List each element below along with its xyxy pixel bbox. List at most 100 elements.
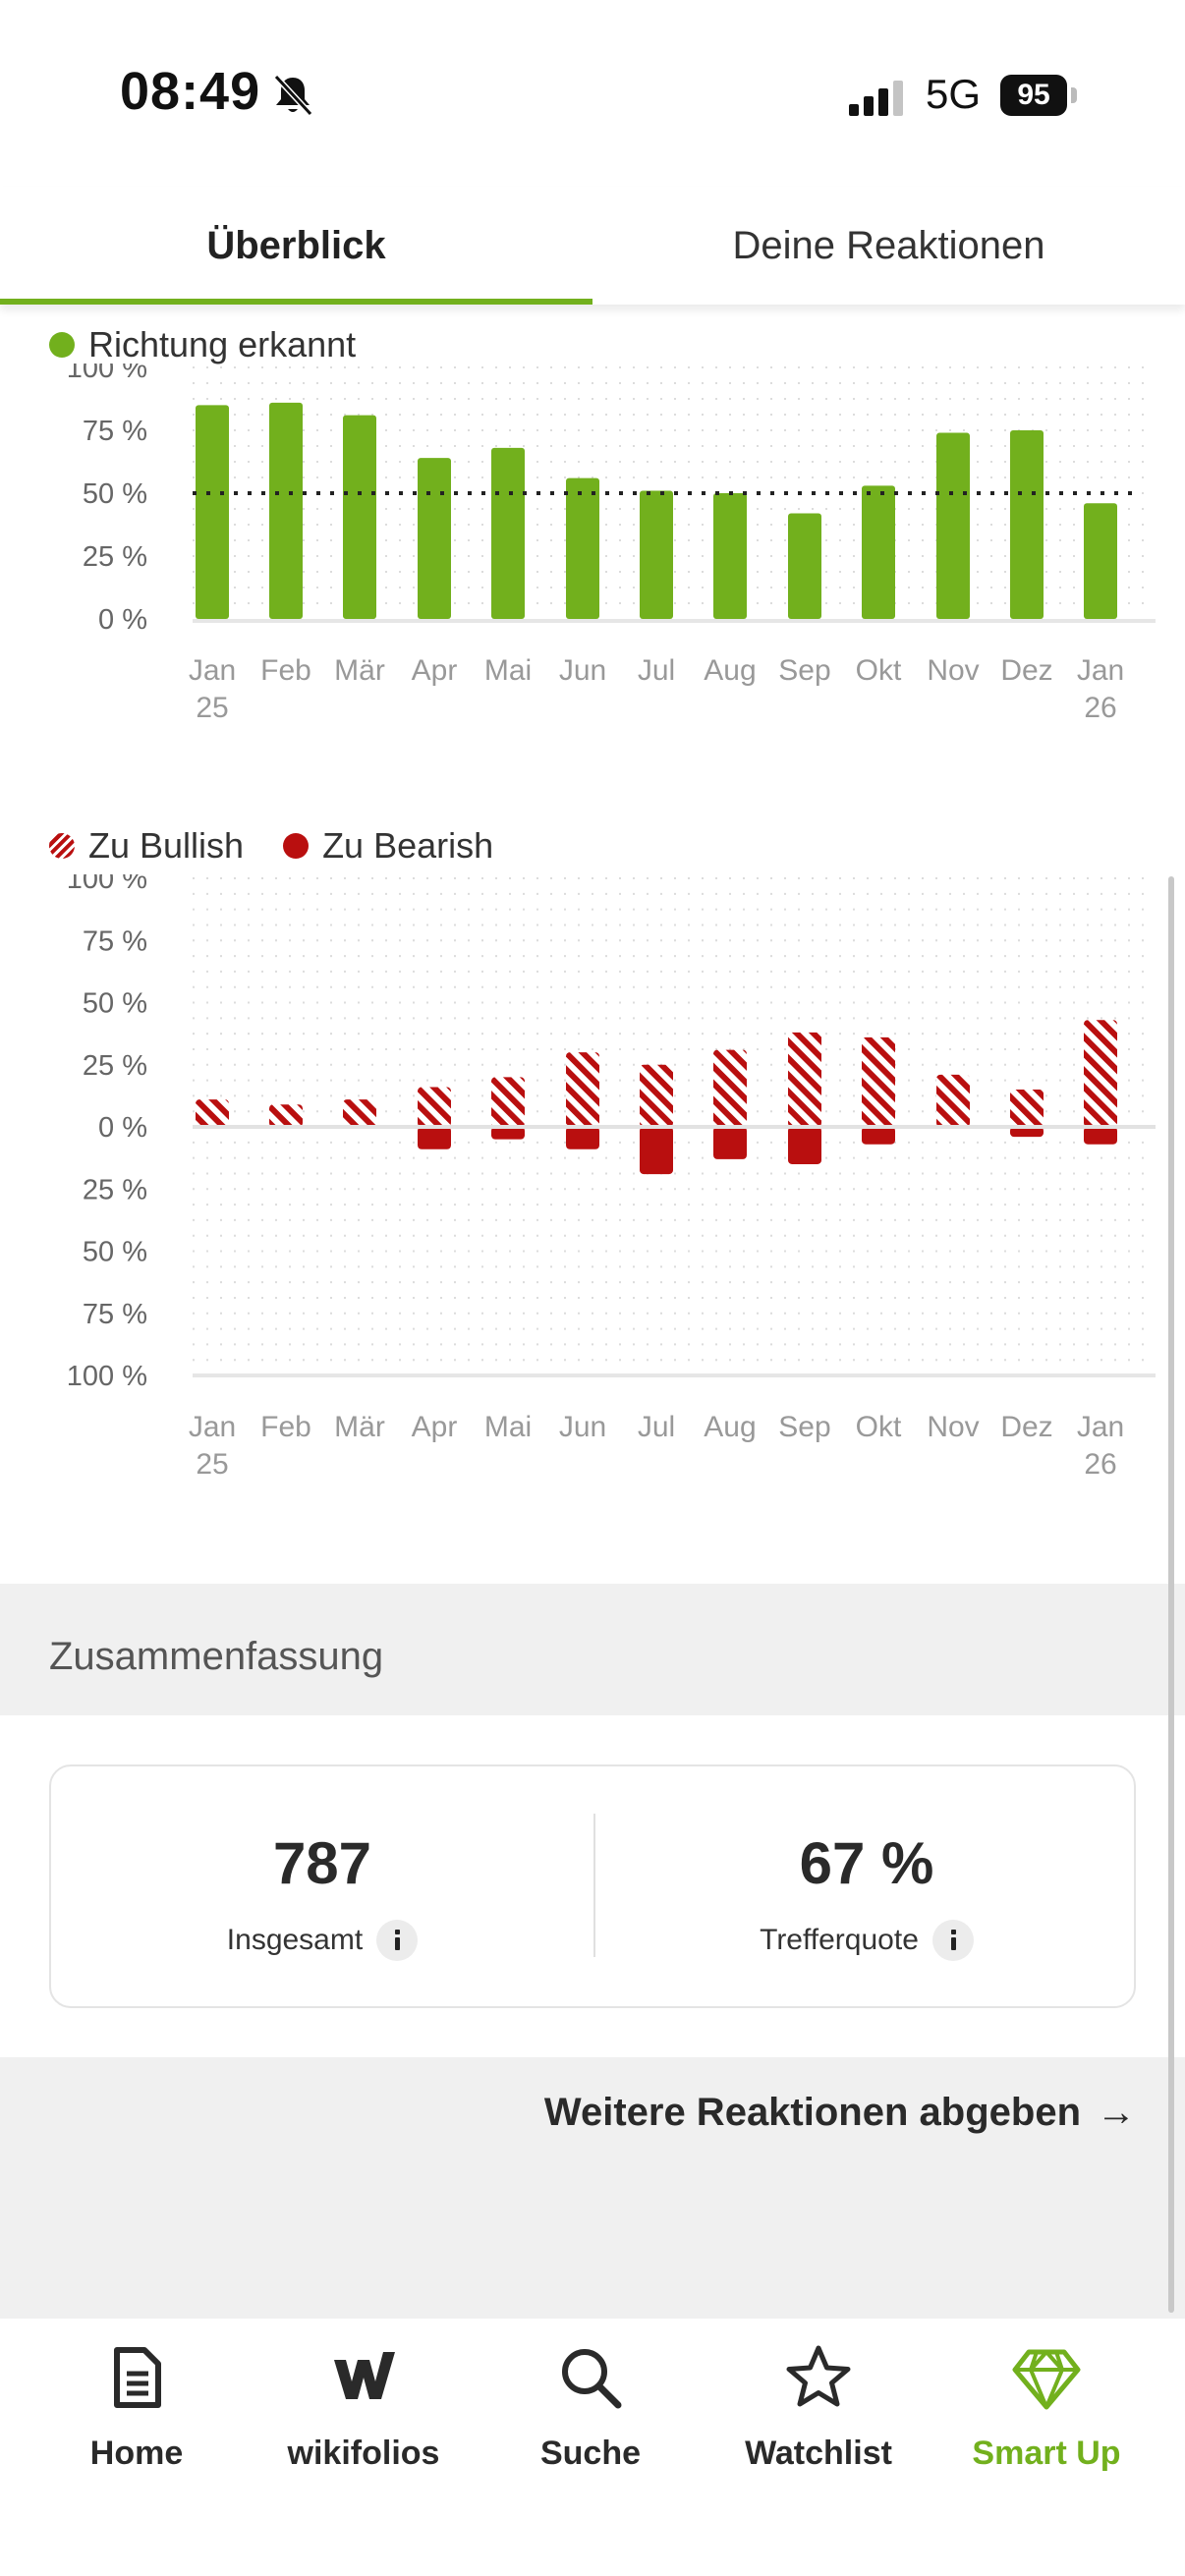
- bar: [418, 458, 451, 619]
- battery-icon: 95: [1000, 75, 1077, 116]
- x-tick-label: Mai: [484, 1411, 532, 1443]
- bullish-bar: [269, 1104, 303, 1127]
- y-tick-label: 75 %: [83, 925, 147, 957]
- x-tick-label: Okt: [856, 654, 902, 687]
- document-icon: [114, 2347, 161, 2408]
- star-icon: [786, 2345, 851, 2407]
- bell-muted-icon: [273, 74, 313, 117]
- tab-ueberblick[interactable]: Überblick: [206, 224, 386, 267]
- legend-direction: Richtung erkannt: [49, 324, 356, 365]
- y-tick-label: 100 %: [67, 874, 147, 895]
- search-icon: [562, 2349, 622, 2409]
- y-tick-label: 0 %: [98, 604, 147, 636]
- bar: [1084, 503, 1117, 619]
- bearish-bar: [640, 1127, 673, 1175]
- nav-home[interactable]: Home: [24, 2342, 250, 2473]
- diamond-icon: [1012, 2349, 1081, 2410]
- red-dot-icon: [283, 833, 310, 859]
- bullish-bar: [343, 1099, 376, 1127]
- bar: [713, 493, 747, 619]
- network-type: 5G: [926, 71, 982, 117]
- x-tick-label: Jan 26: [1077, 654, 1124, 724]
- x-tick-label: Apr: [412, 654, 458, 687]
- x-tick-label: Sep: [778, 654, 830, 687]
- x-tick-label: Mär: [334, 1411, 385, 1443]
- bullish-bar: [1010, 1090, 1044, 1127]
- tab-bar: Überblick Deine Reaktionen: [0, 187, 1185, 305]
- battery-level: 95: [1000, 75, 1067, 116]
- nav-label: wikifolios: [287, 2435, 440, 2472]
- wikifolio-logo-icon: [334, 2352, 395, 2399]
- bar: [196, 405, 229, 619]
- x-tick-label: Dez: [1000, 654, 1052, 687]
- more-reactions-label: Weitere Reaktionen abgeben: [543, 2091, 1081, 2134]
- bar: [1010, 430, 1044, 619]
- y-tick-label: 100 %: [67, 1361, 147, 1392]
- bullish-bar: [936, 1074, 970, 1127]
- charts-section: Richtung erkannt 100 % 75 % 50 % 25 % 0 % Jan…: [0, 305, 1185, 1582]
- x-tick-label: Dez: [1000, 1411, 1052, 1443]
- hatched-dot-icon: [49, 833, 75, 859]
- legend-label: Richtung erkannt: [88, 324, 357, 364]
- nav-suche[interactable]: Suche: [478, 2342, 704, 2473]
- legend-bull-bear: Zu Bullish Zu Bearish: [49, 825, 493, 867]
- green-dot-icon: [49, 332, 75, 358]
- x-tick-label: Mär: [334, 654, 385, 687]
- bar: [862, 485, 895, 619]
- active-tab-indicator: [0, 299, 592, 305]
- divider: [593, 1814, 595, 1957]
- total-value: 787: [272, 1830, 372, 1896]
- bull-bear-chart: 100 % 75 % 50 % 25 % 0 % 25 % 50 % 75 % 100 % Jan…: [67, 874, 1156, 1481]
- direction-chart: 100 % 75 % 50 % 25 % 0 % Jan 25 Feb Mär Apr Mai Jun…: [67, 364, 1156, 724]
- y-tick-label: 25 %: [83, 541, 147, 573]
- summary-hit-rate: 67 % Trefferquote: [595, 1766, 1138, 2010]
- hit-rate-value: 67 %: [799, 1830, 934, 1896]
- bullish-bar: [1084, 1020, 1117, 1127]
- scrollbar[interactable]: [1168, 876, 1174, 2313]
- bottom-navigation: Home wikifolios Suche Watchlist Smart Up: [0, 2319, 1185, 2576]
- info-icon[interactable]: [376, 1920, 419, 1961]
- y-tick-label: 75 %: [83, 1299, 147, 1330]
- summary-header: Zusammenfassung: [0, 1584, 1185, 1715]
- y-tick-label: 50 %: [83, 1237, 147, 1268]
- legend-label: Zu Bearish: [322, 825, 494, 866]
- nav-label: Suche: [539, 2435, 642, 2472]
- x-tick-label: Nov: [927, 654, 979, 687]
- nav-watchlist[interactable]: Watchlist: [705, 2342, 931, 2473]
- legend-label: Zu Bullish: [88, 825, 245, 866]
- total-label-row: Insgesamt: [51, 1920, 593, 1961]
- x-tick-label: Sep: [778, 1411, 830, 1443]
- y-tick-label: 100 %: [67, 364, 147, 384]
- x-tick-label: Jan 25: [189, 654, 236, 724]
- x-tick-label: Jul: [638, 654, 675, 687]
- bearish-bar: [862, 1127, 895, 1145]
- x-tick-label: Mai: [484, 654, 532, 687]
- bullish-bar: [196, 1099, 229, 1127]
- bar: [491, 447, 525, 619]
- nav-label: Smart Up: [972, 2435, 1121, 2472]
- more-reactions-link[interactable]: Weitere Reaktionen abgeben →: [544, 2091, 1136, 2135]
- bar: [788, 513, 821, 619]
- bearish-bar: [566, 1127, 599, 1149]
- info-icon[interactable]: [931, 1920, 974, 1961]
- x-tick-label: Jul: [638, 1411, 675, 1443]
- y-tick-label: 25 %: [83, 1174, 147, 1205]
- summary-title: Zusammenfassung: [49, 1635, 384, 1678]
- x-tick-label: Okt: [856, 1411, 902, 1443]
- nav-smart-up[interactable]: Smart Up: [933, 2342, 1159, 2473]
- bullish-bar: [713, 1049, 747, 1127]
- bearish-bar: [1010, 1127, 1044, 1138]
- bullish-bar: [566, 1052, 599, 1127]
- x-tick-label: Nov: [927, 1411, 979, 1443]
- bar: [640, 490, 673, 619]
- tab-deine-reaktionen[interactable]: Deine Reaktionen: [732, 224, 1045, 267]
- y-tick-label: 50 %: [83, 478, 147, 510]
- x-tick-label: Jun: [559, 654, 606, 687]
- bearish-bar: [713, 1127, 747, 1159]
- nav-wikifolios[interactable]: wikifolios: [251, 2342, 477, 2473]
- y-tick-label: 75 %: [83, 416, 147, 447]
- bearish-bar: [491, 1127, 525, 1140]
- bullish-bar: [491, 1077, 525, 1127]
- bar: [566, 477, 599, 619]
- x-tick-label: Feb: [260, 654, 311, 687]
